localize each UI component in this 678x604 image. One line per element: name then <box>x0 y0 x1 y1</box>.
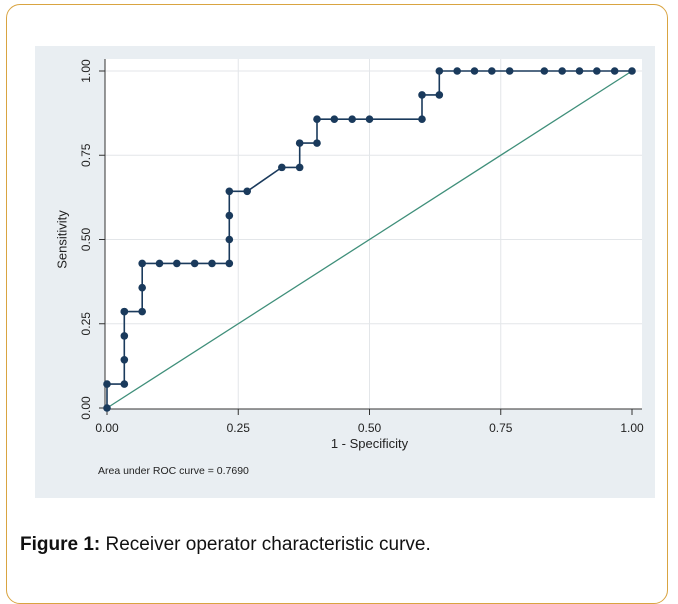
reference-diagonal-line <box>106 70 633 409</box>
caption-text: Receiver operator characteristic curve. <box>100 534 431 555</box>
roc-point <box>120 307 129 316</box>
roc-point <box>505 67 514 75</box>
roc-chart: 0.00 0.25 0.50 0.75 1.00 0.00 0.25 0.50 0.75 1.00… <box>54 59 644 477</box>
roc-point <box>173 259 181 268</box>
roc-point <box>540 67 549 75</box>
roc-point <box>155 259 164 268</box>
roc-point <box>138 307 146 316</box>
caption-label: Figure 1: <box>20 534 101 555</box>
roc-point <box>470 67 479 75</box>
figure-caption: Figure 1: Receiver operator characterist… <box>20 534 431 556</box>
roc-point <box>225 259 234 268</box>
roc-point <box>365 115 374 123</box>
roc-point <box>278 163 286 172</box>
roc-point <box>120 356 129 364</box>
roc-point <box>488 67 496 75</box>
roc-point <box>103 380 111 388</box>
roc-point <box>243 187 251 196</box>
roc-point <box>103 404 111 412</box>
roc-point <box>190 259 199 268</box>
roc-point <box>313 115 321 123</box>
roc-point <box>575 67 584 75</box>
roc-point <box>295 139 304 147</box>
plot-area <box>105 59 642 409</box>
x-tick-label: 1.00 <box>620 421 644 435</box>
roc-point <box>330 115 339 123</box>
roc-point <box>295 163 304 172</box>
x-tick-label: 0.00 <box>95 421 119 435</box>
figure-panel: 0.00 0.25 0.50 0.75 1.00 0.00 0.25 0.50 0.75 1.00… <box>35 46 655 498</box>
roc-point <box>418 91 426 99</box>
y-tick-label: 0.25 <box>79 312 93 336</box>
y-tick-label: 0.00 <box>79 396 93 420</box>
x-tick-label: 0.75 <box>489 421 513 435</box>
roc-curve-line <box>106 70 632 408</box>
roc-point <box>435 67 444 75</box>
roc-point <box>225 211 234 220</box>
roc-point <box>313 139 321 147</box>
y-axis-title: Sensitivity <box>54 210 69 269</box>
x-tick-label: 0.25 <box>227 421 251 435</box>
roc-point <box>610 67 619 75</box>
roc-point <box>138 259 146 268</box>
y-tick-label: 0.75 <box>79 143 93 167</box>
roc-point <box>120 380 129 388</box>
auc-annotation: Area under ROC curve = 0.7690 <box>98 465 249 477</box>
roc-point <box>208 259 216 268</box>
roc-point <box>225 235 234 244</box>
roc-point <box>225 187 234 196</box>
roc-point <box>453 67 461 75</box>
roc-point <box>593 67 601 75</box>
roc-point <box>558 67 566 75</box>
roc-point <box>138 283 146 292</box>
roc-point <box>348 115 356 123</box>
y-tick-label: 1.00 <box>79 59 93 83</box>
roc-point <box>418 115 426 123</box>
x-axis-title: 1 - Specificity <box>331 436 409 451</box>
roc-points <box>103 67 636 412</box>
roc-point <box>435 91 444 99</box>
tick-labels: 0.00 0.25 0.50 0.75 1.00 0.00 0.25 0.50 0.75 1.00 <box>79 59 644 435</box>
roc-point <box>628 67 636 75</box>
y-tick-label: 0.50 <box>79 227 93 251</box>
x-tick-label: 0.50 <box>358 421 382 435</box>
roc-point <box>120 332 129 340</box>
